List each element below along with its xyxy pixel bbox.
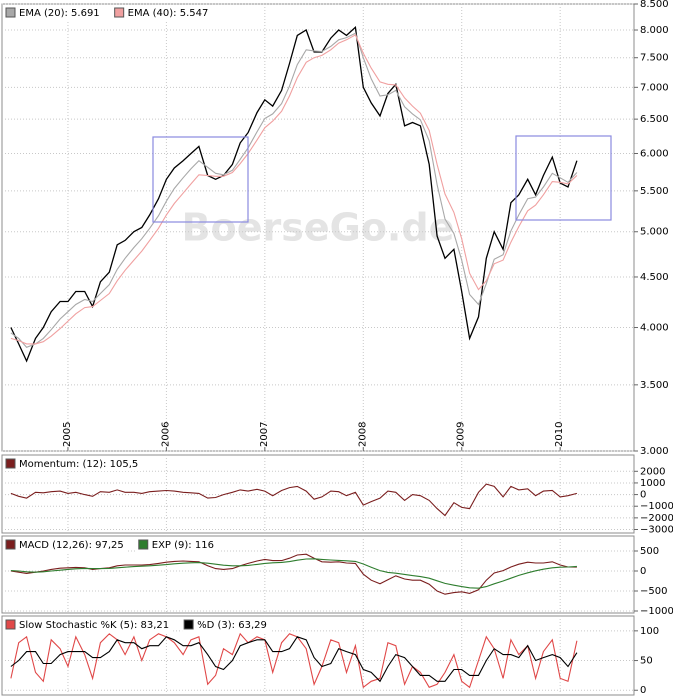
highlight-box bbox=[152, 136, 249, 223]
x-tick-label: 2005 bbox=[62, 422, 73, 447]
y-tick-label: 0 bbox=[640, 490, 646, 501]
y-tick-label: −2000 bbox=[640, 513, 673, 524]
legend-swatch bbox=[5, 539, 16, 550]
y-tick-label: 50 bbox=[640, 656, 653, 667]
legend-item: Momentum: (12): 105,5 bbox=[4, 457, 143, 471]
x-tick-label: 2010 bbox=[554, 422, 565, 447]
legend-label: MACD (12,26): 97,25 bbox=[19, 540, 124, 551]
y-tick-label: 6.500 bbox=[640, 114, 669, 125]
legend-item: MACD (12,26): 97,25 bbox=[4, 538, 128, 552]
legend-item: Slow Stochastic %K (5): 83,21 bbox=[4, 618, 174, 632]
legend-item: %D (3): 63,29 bbox=[182, 618, 271, 632]
legend-item: EMA (20): 5.691 bbox=[4, 6, 104, 20]
legend-background bbox=[4, 6, 104, 20]
series-line bbox=[10, 483, 578, 517]
series-line bbox=[10, 32, 578, 348]
y-tick-label: 5.500 bbox=[640, 186, 669, 197]
y-tick-label: 4.500 bbox=[640, 272, 669, 283]
series-line bbox=[10, 636, 578, 683]
y-tick-label: 0 bbox=[640, 685, 646, 696]
legend-swatch bbox=[114, 7, 125, 18]
x-tick-label: 2006 bbox=[160, 422, 171, 447]
y-tick-label: 3.500 bbox=[640, 380, 669, 391]
y-tick-label: 4.000 bbox=[640, 323, 669, 334]
y-tick-label: 0 bbox=[640, 566, 646, 577]
y-tick-label: −1000 bbox=[640, 501, 673, 512]
y-tick-label: 6.000 bbox=[640, 148, 669, 159]
y-tick-label: 1000 bbox=[640, 478, 665, 489]
legend-item: EXP (9): 116 bbox=[136, 538, 218, 552]
x-tick-label: 2008 bbox=[357, 422, 368, 447]
legend-background bbox=[112, 6, 213, 20]
panel-frame bbox=[1, 3, 635, 452]
y-tick-label: 500 bbox=[640, 546, 659, 557]
watermark: BoerseGo.de bbox=[182, 206, 455, 250]
y-tick-label: 100 bbox=[640, 626, 659, 637]
legend-label: EMA (20): 5.691 bbox=[19, 8, 100, 19]
x-tick-label: 2007 bbox=[259, 422, 270, 447]
y-tick-label: −1000 bbox=[640, 606, 673, 617]
series-line bbox=[10, 632, 578, 689]
legend-background bbox=[136, 538, 218, 552]
y-tick-label: 7.000 bbox=[640, 82, 669, 93]
x-tick-label: 2009 bbox=[456, 422, 467, 447]
legend-swatch bbox=[183, 619, 194, 630]
legend-swatch bbox=[5, 458, 16, 469]
legend-swatch bbox=[138, 539, 149, 550]
y-tick-label: 2000 bbox=[640, 466, 665, 477]
y-tick-label: 8.000 bbox=[640, 25, 669, 36]
legend-background bbox=[4, 457, 143, 471]
y-tick-label: 3.000 bbox=[640, 446, 669, 457]
y-tick-label: 7.500 bbox=[640, 53, 669, 64]
y-tick-label: 8.500 bbox=[640, 0, 669, 10]
legend-item: EMA (40): 5.547 bbox=[112, 6, 213, 20]
highlight-box bbox=[515, 135, 612, 221]
y-tick-label: −3000 bbox=[640, 525, 673, 536]
legend-label: EMA (40): 5.547 bbox=[128, 8, 209, 19]
legend-label: Momentum: (12): 105,5 bbox=[19, 459, 138, 470]
series-line bbox=[10, 34, 578, 345]
legend-background bbox=[4, 618, 174, 632]
series-line bbox=[10, 558, 577, 589]
legend-swatch bbox=[5, 619, 16, 630]
y-tick-label: −500 bbox=[640, 586, 667, 597]
legend-label: Slow Stochastic %K (5): 83,21 bbox=[19, 620, 169, 631]
legend-label: EXP (9): 116 bbox=[152, 540, 214, 551]
legend-background bbox=[182, 618, 271, 632]
legend-background bbox=[4, 538, 128, 552]
legend-label: %D (3): 63,29 bbox=[197, 620, 267, 631]
series-line bbox=[10, 25, 578, 363]
y-tick-label: 5.000 bbox=[640, 227, 669, 238]
legend-swatch bbox=[5, 7, 16, 18]
